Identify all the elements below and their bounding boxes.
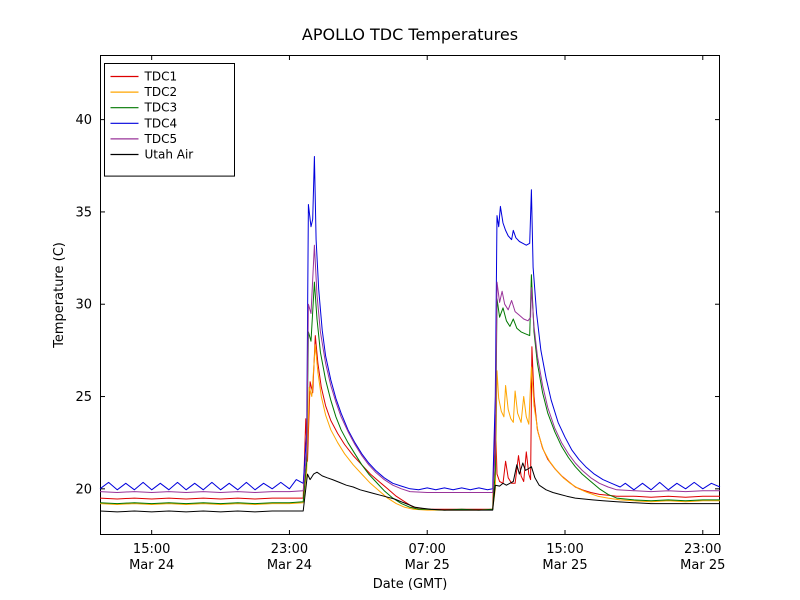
x-axis-label: Date (GMT) bbox=[373, 577, 448, 592]
x-tick-time-label: 15:00 bbox=[546, 542, 583, 557]
x-tick-date-label: Mar 25 bbox=[405, 558, 450, 573]
series-line-tdc3 bbox=[99, 274, 720, 511]
x-tick-time-label: 07:00 bbox=[408, 542, 445, 557]
x-tick-time-label: 23:00 bbox=[684, 542, 721, 557]
legend-label-tdc1: TDC1 bbox=[144, 70, 178, 84]
y-tick-label: 30 bbox=[75, 298, 92, 313]
x-tick-time-label: 15:00 bbox=[133, 542, 170, 557]
y-tick-label: 40 bbox=[75, 113, 92, 128]
y-tick-label: 25 bbox=[75, 390, 92, 405]
legend-label-tdc5: TDC5 bbox=[144, 132, 178, 146]
legend-label-tdc3: TDC3 bbox=[144, 101, 178, 115]
x-tick-date-label: Mar 24 bbox=[267, 558, 312, 573]
series-line-utah-air bbox=[99, 462, 720, 513]
y-axis-label: Temperature (C) bbox=[52, 242, 67, 349]
x-tick-date-label: Mar 24 bbox=[129, 558, 174, 573]
y-tick-label: 20 bbox=[75, 482, 92, 497]
x-tick-date-label: Mar 25 bbox=[680, 558, 725, 573]
series-line-tdc5 bbox=[99, 244, 720, 493]
legend-label-tdc4: TDC4 bbox=[144, 116, 178, 130]
series-line-tdc4 bbox=[99, 156, 721, 491]
legend-box bbox=[104, 63, 235, 177]
series-line-tdc2 bbox=[99, 344, 720, 511]
plot-frame bbox=[100, 55, 720, 535]
legend-label-tdc2: TDC2 bbox=[144, 85, 178, 99]
legend-label-utah-air: Utah Air bbox=[145, 148, 194, 162]
x-tick-date-label: Mar 25 bbox=[542, 558, 587, 573]
y-tick-label: 35 bbox=[75, 205, 92, 220]
x-tick-time-label: 23:00 bbox=[271, 542, 308, 557]
series-lines bbox=[99, 156, 721, 513]
chart-title: APOLLO TDC Temperatures bbox=[302, 25, 518, 44]
series-line-tdc1 bbox=[99, 335, 720, 510]
